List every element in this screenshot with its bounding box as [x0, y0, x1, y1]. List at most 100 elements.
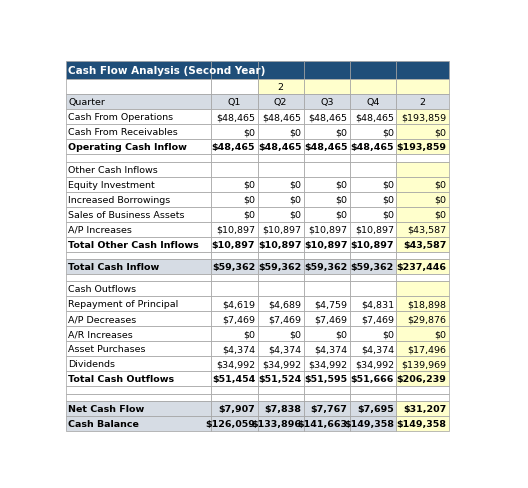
Text: $0: $0: [289, 330, 301, 339]
Text: Total Cash Inflow: Total Cash Inflow: [68, 263, 159, 271]
Text: $237,446: $237,446: [397, 263, 447, 271]
Bar: [350, 222, 396, 237]
Text: $0: $0: [243, 195, 255, 204]
Bar: [396, 110, 449, 125]
Text: $0: $0: [289, 210, 301, 219]
Bar: [396, 297, 449, 312]
Bar: [350, 192, 396, 207]
Text: Sales of Business Assets: Sales of Business Assets: [68, 210, 185, 219]
Bar: [350, 274, 396, 282]
Bar: [396, 260, 449, 274]
Text: $59,362: $59,362: [258, 263, 301, 271]
Bar: [66, 81, 211, 95]
Bar: [211, 207, 258, 222]
Text: $193,859: $193,859: [397, 143, 447, 152]
Text: $10,897: $10,897: [262, 225, 301, 234]
Text: $48,465: $48,465: [309, 113, 347, 122]
Bar: [304, 237, 350, 252]
Text: $0: $0: [336, 210, 347, 219]
Bar: [66, 342, 211, 357]
Bar: [66, 110, 211, 125]
Bar: [258, 222, 304, 237]
Text: Q4: Q4: [366, 98, 380, 107]
Text: $0: $0: [289, 195, 301, 204]
Bar: [350, 163, 396, 177]
Bar: [258, 274, 304, 282]
Bar: [304, 297, 350, 312]
Bar: [304, 192, 350, 207]
Text: $139,969: $139,969: [402, 360, 447, 368]
Bar: [396, 394, 449, 401]
Text: $0: $0: [382, 195, 394, 204]
Bar: [258, 207, 304, 222]
Bar: [304, 312, 350, 326]
Bar: [396, 163, 449, 177]
Text: Q3: Q3: [320, 98, 334, 107]
Bar: [350, 394, 396, 401]
Text: $0: $0: [289, 128, 301, 137]
Text: $0: $0: [243, 330, 255, 339]
Text: Quarter: Quarter: [68, 98, 105, 107]
Bar: [258, 61, 304, 81]
Text: $10,897: $10,897: [216, 225, 255, 234]
Bar: [304, 416, 350, 431]
Bar: [211, 297, 258, 312]
Bar: [258, 163, 304, 177]
Bar: [396, 125, 449, 140]
Bar: [304, 342, 350, 357]
Bar: [211, 192, 258, 207]
Bar: [396, 274, 449, 282]
Text: Dividends: Dividends: [68, 360, 115, 368]
Bar: [211, 81, 258, 95]
Text: Total Cash Outflows: Total Cash Outflows: [68, 374, 174, 384]
Text: $51,454: $51,454: [212, 374, 255, 384]
Bar: [350, 386, 396, 394]
Bar: [396, 155, 449, 163]
Bar: [304, 81, 350, 95]
Bar: [396, 342, 449, 357]
Text: Q2: Q2: [274, 98, 287, 107]
Bar: [66, 61, 211, 81]
Bar: [258, 342, 304, 357]
Bar: [211, 110, 258, 125]
Bar: [258, 386, 304, 394]
Bar: [304, 386, 350, 394]
Text: $48,465: $48,465: [258, 143, 301, 152]
Text: $48,465: $48,465: [212, 143, 255, 152]
Bar: [66, 357, 211, 371]
Bar: [211, 342, 258, 357]
Bar: [350, 312, 396, 326]
Text: $0: $0: [435, 210, 447, 219]
Bar: [396, 416, 449, 431]
Bar: [396, 237, 449, 252]
Text: $48,465: $48,465: [304, 143, 347, 152]
Text: $193,859: $193,859: [402, 113, 447, 122]
Bar: [211, 155, 258, 163]
Bar: [211, 282, 258, 297]
Bar: [66, 155, 211, 163]
Text: $0: $0: [435, 181, 447, 189]
Text: A/P Decreases: A/P Decreases: [68, 315, 137, 324]
Text: $4,374: $4,374: [361, 345, 394, 354]
Bar: [350, 155, 396, 163]
Text: $17,496: $17,496: [408, 345, 447, 354]
Bar: [396, 207, 449, 222]
Bar: [350, 357, 396, 371]
Text: $0: $0: [243, 181, 255, 189]
Text: Increased Borrowings: Increased Borrowings: [68, 195, 171, 204]
Bar: [350, 237, 396, 252]
Text: $7,469: $7,469: [361, 315, 394, 324]
Bar: [211, 260, 258, 274]
Bar: [258, 312, 304, 326]
Bar: [350, 81, 396, 95]
Bar: [304, 207, 350, 222]
Bar: [66, 371, 211, 386]
Bar: [304, 155, 350, 163]
Bar: [350, 140, 396, 155]
Bar: [304, 177, 350, 192]
Text: Cash Balance: Cash Balance: [68, 419, 139, 428]
Text: $31,207: $31,207: [403, 405, 447, 413]
Text: $0: $0: [336, 128, 347, 137]
Text: $7,907: $7,907: [219, 405, 255, 413]
Text: $4,374: $4,374: [268, 345, 301, 354]
